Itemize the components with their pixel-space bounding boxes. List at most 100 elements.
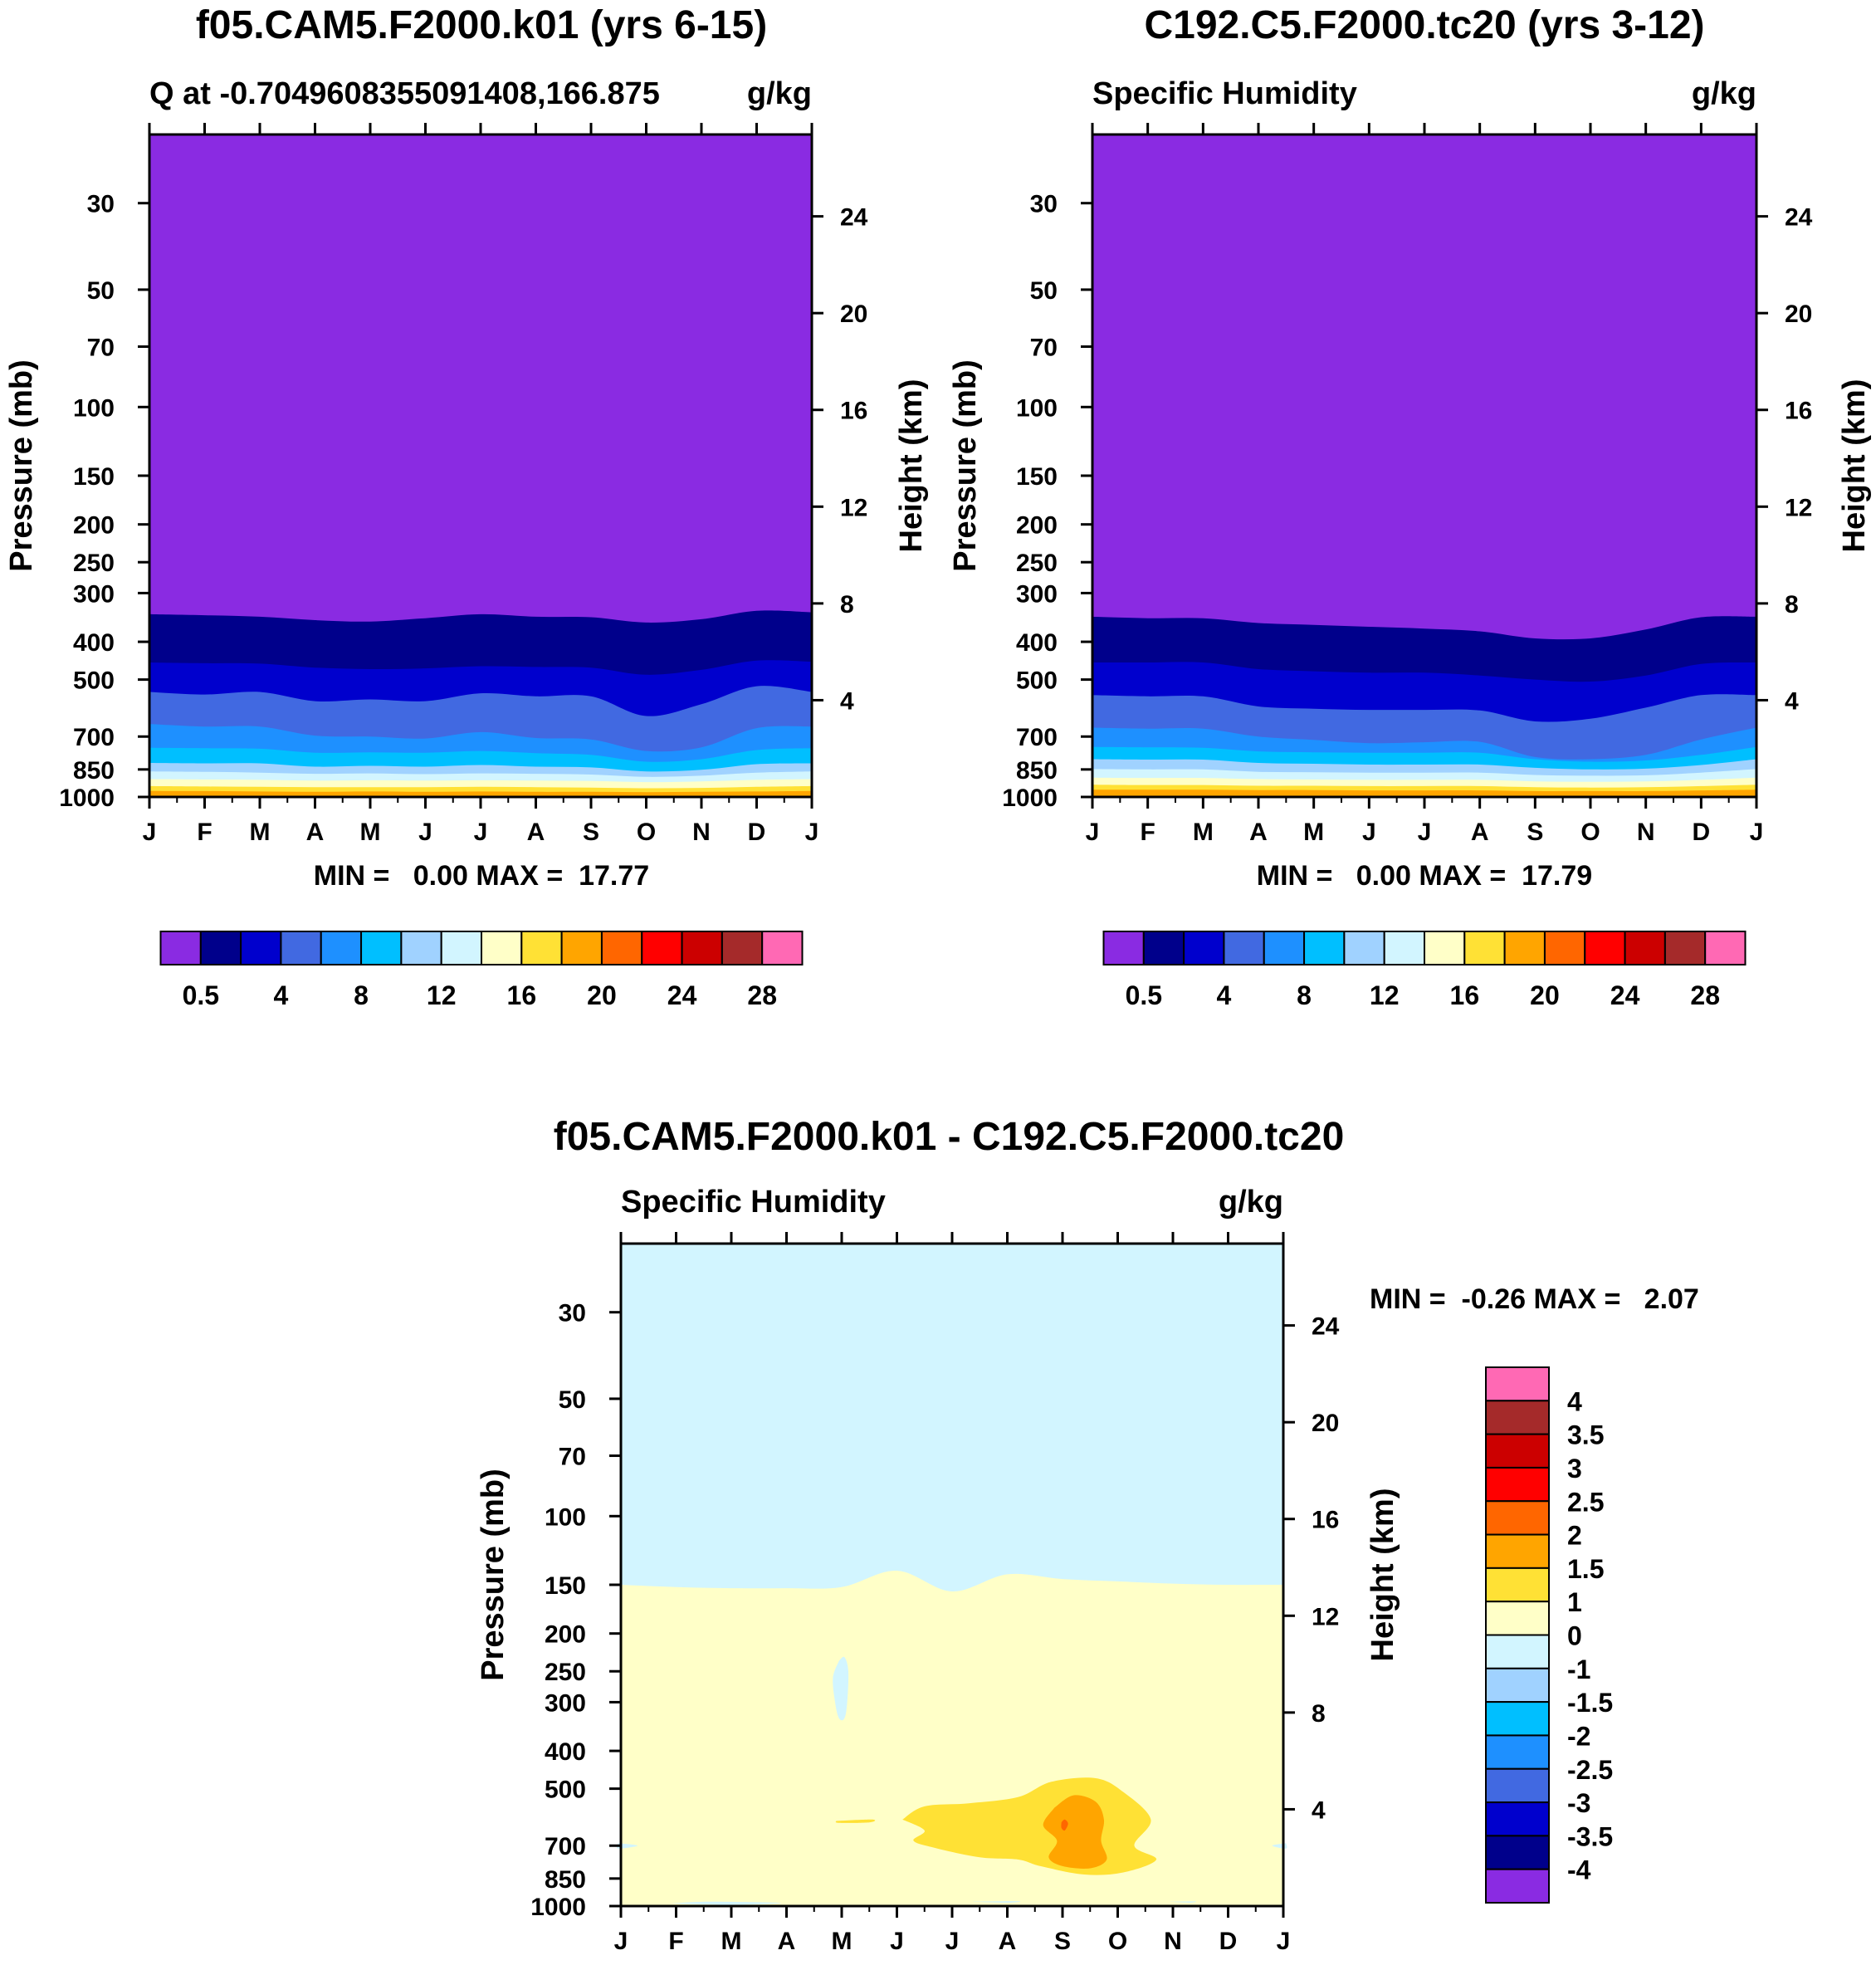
y-tick-label: 850 <box>73 757 115 785</box>
colorbar-box <box>560 931 603 965</box>
y2-tick-label: 8 <box>1312 1700 1326 1728</box>
colorbar-label: 12 <box>427 980 457 1010</box>
y-tick-label: 300 <box>545 1689 586 1717</box>
panel-b-title: C192.C5.F2000.tc20 (yrs 3-12) <box>1144 3 1704 47</box>
panel-model-b: C192.C5.F2000.tc20 (yrs 3-12) Specific H… <box>948 3 1872 1010</box>
y2-tick-label: 12 <box>840 494 867 521</box>
panel-a-colorbar: 0.5 4 8 12 16 20 24 28 <box>159 931 804 1010</box>
x-tick-label: J <box>1418 819 1432 846</box>
colorbar-label: 20 <box>1530 980 1560 1010</box>
y-tick-label: 400 <box>1016 629 1058 657</box>
y2-tick-label: 20 <box>840 301 867 328</box>
colorbar-box <box>159 931 202 965</box>
x-tick-label: N <box>692 819 711 846</box>
colorbar-box <box>1485 1366 1550 1402</box>
colorbar-box <box>280 931 322 965</box>
y2-tick-label: 20 <box>1312 1410 1339 1437</box>
y-tick-label: 400 <box>73 629 115 657</box>
x-tick-label: J <box>805 819 819 846</box>
x-tick-label: F <box>197 819 212 846</box>
colorbar-label: 20 <box>587 980 617 1010</box>
colorbar-box <box>1263 931 1306 965</box>
panel-b-y2label: Height (km) <box>1837 379 1872 553</box>
contour-band <box>149 790 812 797</box>
y-tick-label: 100 <box>1016 394 1058 422</box>
x-tick-label: J <box>143 819 157 846</box>
colorbar-box <box>1503 931 1546 965</box>
x-tick-label: J <box>614 1928 628 1955</box>
colorbar-box <box>1485 1634 1550 1669</box>
y2-tick-label: 16 <box>840 398 867 425</box>
y-tick-label: 250 <box>73 550 115 577</box>
y-tick-label: 200 <box>73 512 115 540</box>
x-tick-label: J <box>1277 1928 1291 1955</box>
colorbar-box <box>520 931 563 965</box>
colorbar-box <box>1183 931 1225 965</box>
colorbar-label: 1 <box>1567 1587 1582 1617</box>
colorbar-label: 0.5 <box>1126 980 1162 1010</box>
y-tick-label: 500 <box>73 667 115 695</box>
y2-tick-label: 4 <box>1785 687 1799 715</box>
y2-tick-label: 12 <box>1785 494 1812 521</box>
colorbar-box <box>1485 1734 1550 1770</box>
x-tick-label: J <box>1086 819 1100 846</box>
colorbar-label: 2.5 <box>1567 1487 1604 1517</box>
y-tick-label: 150 <box>545 1572 586 1600</box>
y-tick-label: 700 <box>545 1833 586 1860</box>
colorbar-box <box>400 931 442 965</box>
x-tick-label: J <box>1750 819 1764 846</box>
y-tick-label: 30 <box>87 191 115 218</box>
x-tick-label: S <box>583 819 599 846</box>
panel-diff-left-string: Specific Humidity <box>621 1185 886 1220</box>
y2-tick-label: 16 <box>1312 1507 1339 1534</box>
panel-a-title: f05.CAM5.F2000.k01 (yrs 6-15) <box>196 3 767 47</box>
x-tick-label: F <box>1141 819 1155 846</box>
y-tick-label: 30 <box>1030 191 1058 218</box>
panel-b-colorbar: 0.5 4 8 12 16 20 24 28 <box>1102 931 1747 1010</box>
y2-tick-label: 24 <box>840 204 868 232</box>
colorbar-label: 1.5 <box>1567 1554 1604 1584</box>
colorbar-label: -3.5 <box>1567 1821 1613 1851</box>
y-tick-label: 250 <box>545 1659 586 1686</box>
colorbar-label: 16 <box>1450 980 1480 1010</box>
colorbar-box <box>681 931 723 965</box>
y2-tick-label: 8 <box>1785 591 1799 618</box>
x-tick-label: S <box>1054 1928 1071 1955</box>
contour-band <box>1092 789 1756 797</box>
colorbar-label: 4 <box>1567 1386 1582 1416</box>
y-tick-label: 150 <box>1016 463 1058 491</box>
colorbar-box <box>1485 1701 1550 1737</box>
x-tick-label: J <box>945 1928 960 1955</box>
colorbar-box <box>1543 931 1586 965</box>
colorbar-box <box>1485 1466 1550 1503</box>
colorbar-box <box>1485 1500 1550 1536</box>
colorbar-box <box>600 931 643 965</box>
panel-a-axes: J F M A M J J A S O N D J 30 50 70 100 150 200 250 300 400 500… <box>59 123 868 846</box>
colorbar-box <box>240 931 282 965</box>
colorbar-label: 24 <box>667 980 697 1010</box>
x-tick-label: S <box>1527 819 1543 846</box>
y-tick-label: 700 <box>73 724 115 751</box>
x-tick-label: J <box>1362 819 1376 846</box>
y2-tick-label: 16 <box>1785 398 1812 425</box>
colorbar-label: -3 <box>1567 1788 1590 1818</box>
x-tick-label: J <box>474 819 488 846</box>
x-tick-label: M <box>1193 819 1214 846</box>
panel-difference: f05.CAM5.F2000.k01 - C192.C5.F2000.tc20 … <box>476 1115 1699 1955</box>
y-tick-label: 70 <box>559 1444 586 1471</box>
colorbar-label: 3.5 <box>1567 1420 1604 1450</box>
colorbar-label: 0 <box>1567 1621 1582 1651</box>
y-tick-label: 200 <box>545 1621 586 1649</box>
colorbar-box <box>1485 1400 1550 1435</box>
colorbar-box <box>360 931 403 965</box>
colorbar-box <box>1485 1567 1550 1603</box>
contour-band <box>621 1570 1283 1906</box>
x-tick-label: M <box>360 819 381 846</box>
colorbar-box <box>1102 931 1145 965</box>
y-tick-label: 100 <box>545 1503 586 1531</box>
y-tick-label: 300 <box>73 580 115 608</box>
panel-b-contour-fills <box>1092 134 1756 797</box>
colorbar-box <box>761 931 804 965</box>
x-tick-label: A <box>1249 819 1268 846</box>
x-tick-label: F <box>668 1928 683 1955</box>
